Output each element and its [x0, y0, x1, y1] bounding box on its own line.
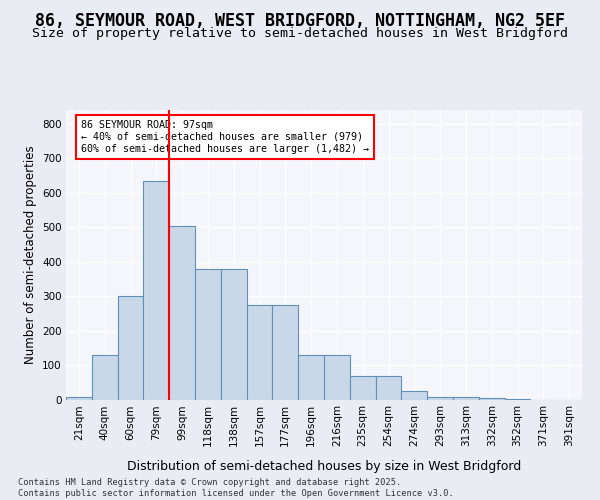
Text: Size of property relative to semi-detached houses in West Bridgford: Size of property relative to semi-detach… — [32, 28, 568, 40]
Bar — [66, 396, 92, 400]
Bar — [118, 296, 143, 400]
Text: Contains HM Land Registry data © Crown copyright and database right 2025.
Contai: Contains HM Land Registry data © Crown c… — [18, 478, 454, 498]
Bar — [92, 355, 118, 400]
Y-axis label: Number of semi-detached properties: Number of semi-detached properties — [23, 146, 37, 364]
Bar — [169, 226, 195, 400]
Bar — [221, 269, 247, 400]
Bar — [143, 181, 169, 400]
Bar — [298, 355, 324, 400]
Bar — [195, 269, 221, 400]
Bar — [376, 376, 401, 400]
Bar — [479, 398, 505, 400]
X-axis label: Distribution of semi-detached houses by size in West Bridgford: Distribution of semi-detached houses by … — [127, 460, 521, 473]
Bar — [453, 396, 479, 400]
Text: 86, SEYMOUR ROAD, WEST BRIDGFORD, NOTTINGHAM, NG2 5EF: 86, SEYMOUR ROAD, WEST BRIDGFORD, NOTTIN… — [35, 12, 565, 30]
Bar — [427, 396, 453, 400]
Bar — [247, 305, 272, 400]
Bar — [401, 392, 427, 400]
Bar — [272, 305, 298, 400]
Text: 86 SEYMOUR ROAD: 97sqm
← 40% of semi-detached houses are smaller (979)
60% of se: 86 SEYMOUR ROAD: 97sqm ← 40% of semi-det… — [82, 120, 370, 154]
Bar — [324, 355, 350, 400]
Bar — [350, 376, 376, 400]
